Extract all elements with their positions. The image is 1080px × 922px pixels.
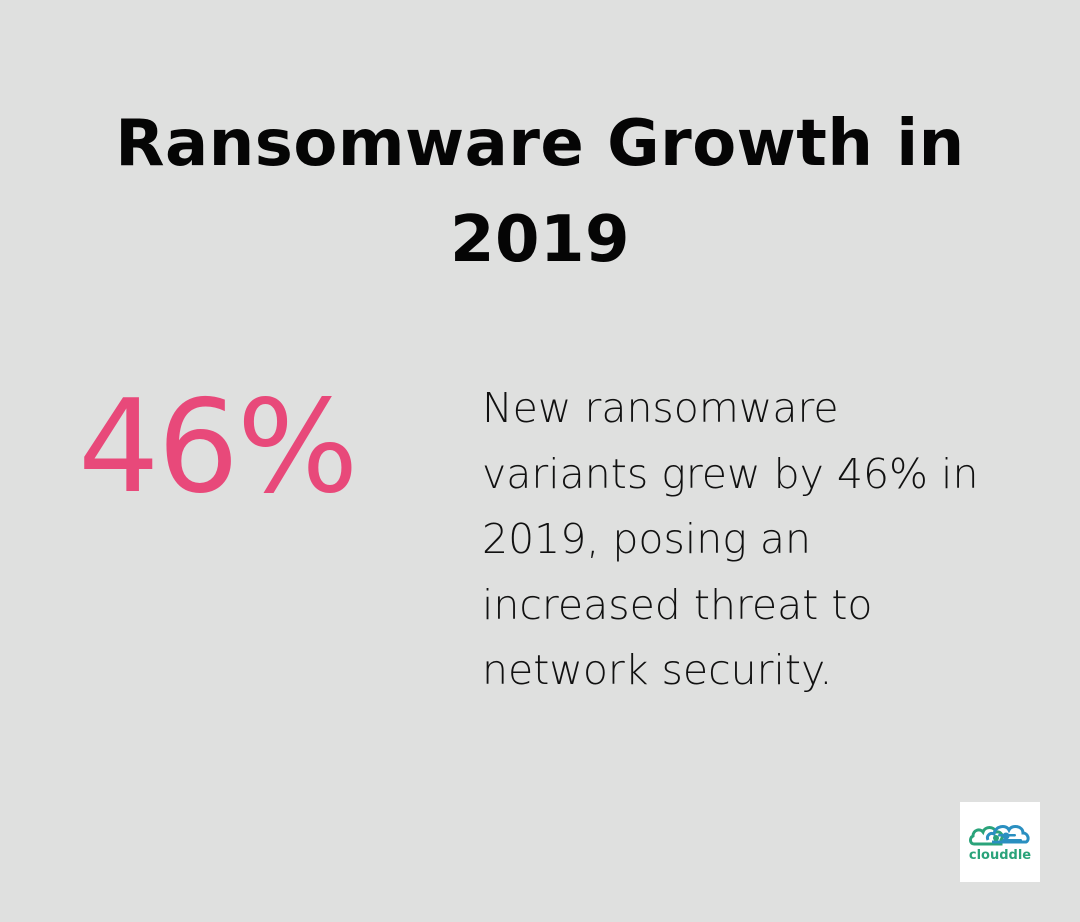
cloud-icon — [969, 824, 1030, 846]
title-line-2: 2019 — [449, 203, 631, 277]
stat-value: 46% — [78, 373, 358, 522]
description-line: increased threat to — [482, 580, 873, 629]
page-title: Ransomware Growth in 2019 — [0, 96, 1080, 288]
brand-logo: clouddle — [960, 802, 1040, 882]
logo-text: clouddle — [968, 848, 1032, 863]
stat-description: New ransomware variants grew by 46% in 2… — [482, 376, 1022, 704]
description-line: variants grew by 46% in — [482, 449, 979, 498]
description-line: 2019, posing an — [482, 515, 812, 563]
description-line: New ransomware — [482, 384, 839, 432]
title-line-1: Ransomware Growth in — [115, 107, 965, 181]
description-line: network security. — [482, 646, 833, 694]
